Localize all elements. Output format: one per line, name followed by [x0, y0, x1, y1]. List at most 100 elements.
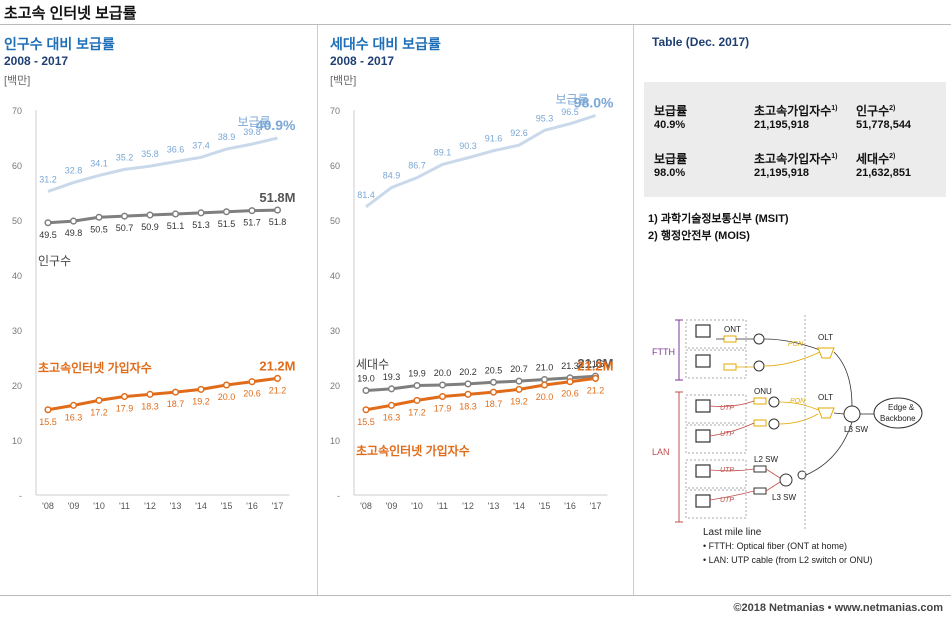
footnote-mois: 2) 행정안전부 (MOIS) [648, 230, 750, 242]
y-tick-label: 70 [12, 106, 22, 116]
data-point [387, 385, 396, 393]
row2-base-cell: 세대수2) 21,632,851 [856, 150, 911, 179]
y-tick-label: 30 [330, 326, 340, 336]
x-tick-label: '15 [221, 501, 233, 511]
data-label: 17.2 [408, 407, 426, 417]
stats-table: 보급률 40.9% 초고속가입자수1) 21,195,918 인구수2) 51,… [644, 82, 946, 197]
pc-icon-4 [695, 429, 711, 443]
ftth-home-1 [685, 319, 747, 349]
edge-backbone-cloud [873, 397, 923, 429]
series-name-label: 보급률 [556, 93, 589, 107]
lan-home-2 [685, 424, 747, 454]
row1-base-cell: 인구수2) 51,778,544 [856, 102, 911, 131]
pc-icon-1 [695, 324, 711, 338]
data-label: 37.4 [192, 140, 210, 150]
mid-panel-title: 세대수 대비 보급률 [330, 36, 441, 52]
table-title: Table (Dec. 2017) [652, 35, 750, 49]
data-label: 84.9 [383, 171, 401, 181]
data-label: 17.2 [90, 407, 108, 417]
olt-icon-2 [817, 407, 835, 419]
data-point [222, 208, 231, 216]
x-tick-label: '15 [539, 501, 551, 511]
data-label: 51.7 [243, 218, 261, 228]
series-name-label: 초고속인터넷 가입자수 [38, 360, 152, 375]
data-point [197, 209, 205, 217]
data-label: 32.8 [65, 166, 83, 176]
utp-label-4: UTP [720, 497, 734, 504]
x-tick-label: '08 [360, 501, 372, 511]
y-tick-label: 20 [12, 381, 22, 391]
mid-panel-unit: [백만] [330, 75, 357, 87]
data-label: 81.4 [357, 190, 375, 200]
lan-label: LAN [652, 447, 670, 457]
series-end-label: 40.9% [256, 117, 296, 133]
series-line-1 [47, 208, 278, 225]
l3sw-label-main: L3 SW [844, 425, 868, 434]
footnote-msit: 1) 과학기술정보통신부 (MSIT) [648, 213, 789, 225]
row2-base-value: 21,632,851 [856, 167, 912, 179]
series-line-0 [47, 136, 278, 193]
data-point [146, 211, 154, 219]
data-point [515, 385, 523, 393]
backbone-label: Backbone [880, 414, 916, 423]
y-tick-label: 70 [330, 106, 340, 116]
data-label: 21.3 [561, 361, 579, 371]
splitter-icon-1 [753, 333, 765, 345]
row2-subs-label: 초고속가입자수 [754, 152, 832, 166]
data-label: 20.5 [485, 365, 503, 375]
data-point [146, 390, 154, 398]
data-label: 19.9 [408, 369, 426, 379]
data-label: 89.1 [434, 147, 452, 157]
utp-label-2: UTP [720, 431, 734, 438]
row1-subs-value: 21,195,918 [754, 119, 810, 131]
pc-icon-5 [695, 464, 711, 478]
data-label: 20.2 [459, 367, 477, 377]
series-name-label: 세대수 [356, 358, 389, 372]
data-label: 16.3 [383, 412, 401, 422]
panel-divider-2 [633, 25, 634, 595]
pon-label-1: PON [788, 341, 804, 348]
series-name-label: 초고속인터넷 가입자수 [356, 443, 470, 458]
y-tick-label: 60 [330, 161, 340, 171]
row1-rate-value: 40.9% [654, 119, 686, 131]
row2-subs-value: 21,195,918 [754, 167, 810, 179]
y-tick-label: 50 [12, 216, 22, 226]
data-point [171, 388, 180, 396]
data-label: 15.5 [39, 417, 57, 427]
page-title: 초고속 인터넷 보급률 [4, 5, 137, 22]
data-point [95, 213, 103, 221]
data-point [566, 378, 574, 386]
data-label: 50.9 [141, 222, 159, 232]
onu-box-2 [753, 419, 767, 427]
pon-label-2: PON [790, 398, 806, 405]
data-point [120, 393, 129, 401]
data-label: 20.6 [561, 389, 579, 399]
series-line-2 [365, 376, 596, 412]
l3sw-label-1: L3 SW [772, 493, 796, 502]
data-label: 51.3 [192, 220, 210, 230]
splitter-icon-2 [753, 360, 765, 372]
left-panel-subtitle: 2008 - 2017 [4, 54, 69, 68]
y-tick-label: 10 [330, 436, 340, 446]
x-tick-label: '13 [488, 501, 500, 511]
data-point [489, 388, 498, 396]
row2-rate-value: 98.0% [654, 167, 686, 179]
data-label: 20.0 [536, 392, 554, 402]
series-end-label: 98.0% [574, 95, 614, 111]
data-label: 20.7 [510, 364, 528, 374]
data-label: 95.3 [536, 113, 554, 123]
row2-rate-cell: 보급률 98.0% [654, 150, 687, 179]
mid-chart: - 10 20 30 40 50 60 70 '08 '09 '10 '11 '12 '13 '14 '15 '… [330, 93, 614, 512]
y-tick-label: 30 [12, 326, 22, 336]
data-point [591, 374, 600, 382]
row1-base-value: 51,778,544 [856, 119, 912, 131]
ftth-label: FTTH [652, 347, 675, 357]
y-tick-label: 10 [12, 436, 22, 446]
legend-lan: • LAN: UTP cable (from L2 switch or ONU) [703, 555, 873, 565]
data-label: 21.6 [587, 359, 605, 369]
x-tick-label: '16 [564, 501, 576, 511]
data-point [197, 385, 205, 393]
data-label: 50.7 [116, 223, 134, 233]
row1-subs-label: 초고속가입자수 [754, 104, 832, 118]
x-tick-label: '17 [590, 501, 602, 511]
